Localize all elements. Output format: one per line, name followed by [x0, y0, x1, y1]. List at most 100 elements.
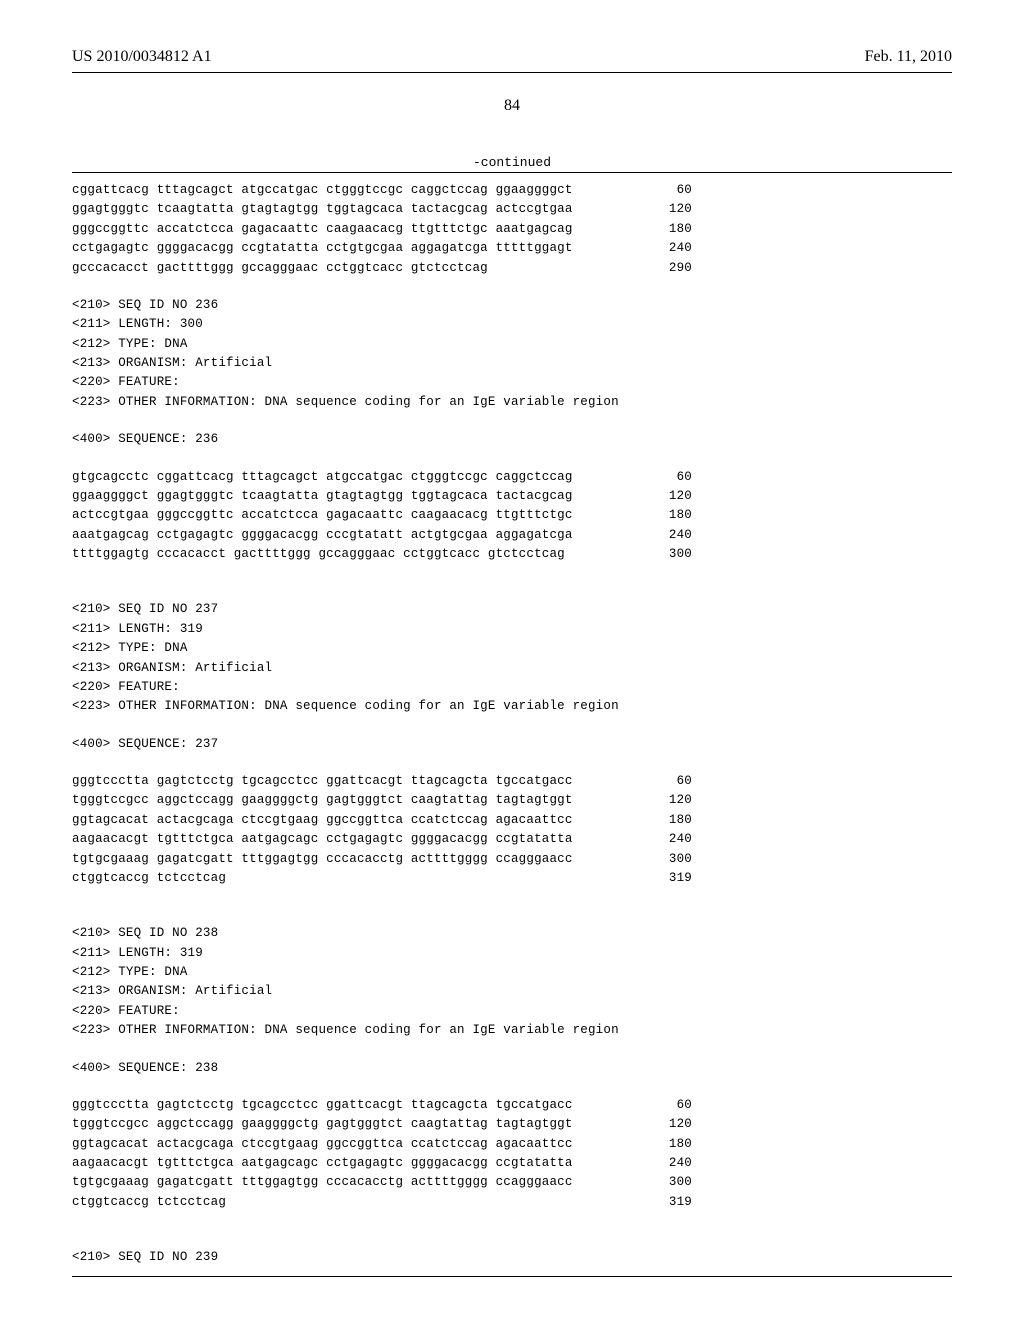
sequence-meta-line: <212> TYPE: DNA: [72, 639, 952, 658]
sequence-meta-line: <210> SEQ ID NO 237: [72, 600, 952, 619]
sequence-meta-line: <211> LENGTH: 300: [72, 315, 952, 334]
sequence-line: actccgtgaa gggccggttc accatctcca gagacaa…: [72, 506, 692, 525]
sequence-meta-line: <223> OTHER INFORMATION: DNA sequence co…: [72, 697, 952, 716]
sequence-position: 180: [645, 220, 692, 239]
sequence-text: gtgcagcctc cggattcacg tttagcagct atgccat…: [72, 468, 573, 487]
section-gap: [72, 450, 952, 468]
sequence-meta-line: <223> OTHER INFORMATION: DNA sequence co…: [72, 1021, 952, 1040]
patent-page: US 2010/0034812 A1 Feb. 11, 2010 84 -con…: [0, 0, 1024, 1317]
sequence-meta-line: <212> TYPE: DNA: [72, 335, 952, 354]
sequence-text: gggccggttc accatctcca gagacaattc caagaac…: [72, 220, 573, 239]
sequence-listing: cggattcacg tttagcagct atgccatgac ctgggtc…: [72, 172, 952, 1277]
section-gap: [72, 1212, 952, 1230]
sequence-position: 60: [653, 468, 692, 487]
page-number: 84: [72, 97, 952, 115]
sequence-position: 300: [645, 1173, 692, 1192]
section-gap: [72, 717, 952, 735]
sequence-position: 240: [645, 1154, 692, 1173]
section-gap: [72, 1230, 952, 1248]
sequence-position: 120: [645, 791, 692, 810]
sequence-text: tgtgcgaaag gagatcgatt tttggagtgg cccacac…: [72, 850, 573, 869]
sequence-position: 60: [653, 772, 692, 791]
sequence-line: ggtagcacat actacgcaga ctccgtgaag ggccggt…: [72, 811, 692, 830]
page-header: US 2010/0034812 A1 Feb. 11, 2010: [72, 48, 952, 66]
sequence-meta-line: <211> LENGTH: 319: [72, 620, 952, 639]
section-gap: [72, 278, 952, 296]
sequence-text: cggattcacg tttagcagct atgccatgac ctgggtc…: [72, 181, 573, 200]
sequence-position: 319: [645, 1193, 692, 1212]
sequence-line: tgtgcgaaag gagatcgatt tttggagtgg cccacac…: [72, 1173, 692, 1192]
sequence-text: ttttggagtg cccacacct gacttttggg gccaggga…: [72, 545, 565, 564]
sequence-line: gcccacacct gacttttggg gccagggaac cctggtc…: [72, 259, 692, 278]
sequence-text: gcccacacct gacttttggg gccagggaac cctggtc…: [72, 259, 488, 278]
sequence-position: 120: [645, 1115, 692, 1134]
sequence-text: cctgagagtc ggggacacgg ccgtatatta cctgtgc…: [72, 239, 573, 258]
sequence-position: 180: [645, 811, 692, 830]
sequence-position: 120: [645, 487, 692, 506]
sequence-text: aaatgagcag cctgagagtc ggggacacgg cccgtat…: [72, 526, 573, 545]
sequence-line: tgggtccgcc aggctccagg gaaggggctg gagtggg…: [72, 791, 692, 810]
sequence-text: tgggtccgcc aggctccagg gaaggggctg gagtggg…: [72, 1115, 573, 1134]
sequence-line: ctggtcaccg tctcctcag 319: [72, 1193, 692, 1212]
section-gap: [72, 564, 952, 582]
sequence-meta-line: <213> ORGANISM: Artificial: [72, 982, 952, 1001]
sequence-position: 290: [645, 259, 692, 278]
sequence-position: 300: [645, 545, 692, 564]
section-gap: [72, 412, 952, 430]
sequence-line: cctgagagtc ggggacacgg ccgtatatta cctgtgc…: [72, 239, 692, 258]
sequence-position: 240: [645, 239, 692, 258]
sequence-meta-line: <223> OTHER INFORMATION: DNA sequence co…: [72, 393, 952, 412]
section-gap: [72, 888, 952, 906]
sequence-meta-line: <400> SEQUENCE: 236: [72, 430, 952, 449]
sequence-meta-line: <210> SEQ ID NO 238: [72, 924, 952, 943]
sequence-line: ggagtgggtc tcaagtatta gtagtagtgg tggtagc…: [72, 200, 692, 219]
sequence-meta-line: <400> SEQUENCE: 237: [72, 735, 952, 754]
sequence-line: tgggtccgcc aggctccagg gaaggggctg gagtggg…: [72, 1115, 692, 1134]
sequence-position: 180: [645, 1135, 692, 1154]
sequence-text: ctggtcaccg tctcctcag: [72, 1193, 226, 1212]
section-gap: [72, 582, 952, 600]
sequence-text: aagaacacgt tgtttctgca aatgagcagc cctgaga…: [72, 830, 573, 849]
sequence-text: tgtgcgaaag gagatcgatt tttggagtgg cccacac…: [72, 1173, 573, 1192]
sequence-meta-line: <220> FEATURE:: [72, 1002, 952, 1021]
sequence-line: aaatgagcag cctgagagtc ggggacacgg cccgtat…: [72, 526, 692, 545]
section-gap: [72, 1041, 952, 1059]
sequence-position: 60: [653, 1096, 692, 1115]
sequence-position: 120: [645, 200, 692, 219]
sequence-text: gggtccctta gagtctcctg tgcagcctcc ggattca…: [72, 772, 573, 791]
section-gap: [72, 906, 952, 924]
sequence-line: tgtgcgaaag gagatcgatt tttggagtgg cccacac…: [72, 850, 692, 869]
sequence-line: ttttggagtg cccacacct gacttttggg gccaggga…: [72, 545, 692, 564]
sequence-text: gggtccctta gagtctcctg tgcagcctcc ggattca…: [72, 1096, 573, 1115]
sequence-meta-line: <213> ORGANISM: Artificial: [72, 659, 952, 678]
sequence-text: ggagtgggtc tcaagtatta gtagtagtgg tggtagc…: [72, 200, 573, 219]
sequence-meta-line: <210> SEQ ID NO 236: [72, 296, 952, 315]
sequence-text: ctggtcaccg tctcctcag: [72, 869, 226, 888]
sequence-line: gggtccctta gagtctcctg tgcagcctcc ggattca…: [72, 772, 692, 791]
sequence-position: 180: [645, 506, 692, 525]
sequence-line: ctggtcaccg tctcctcag 319: [72, 869, 692, 888]
sequence-meta-line: <210> SEQ ID NO 239: [72, 1248, 952, 1267]
publication-number: US 2010/0034812 A1: [72, 48, 212, 66]
sequence-line: ggaaggggct ggagtgggtc tcaagtatta gtagtag…: [72, 487, 692, 506]
sequence-meta-line: <211> LENGTH: 319: [72, 944, 952, 963]
sequence-position: 60: [653, 181, 692, 200]
sequence-meta-line: <220> FEATURE:: [72, 373, 952, 392]
sequence-position: 319: [645, 869, 692, 888]
sequence-text: tgggtccgcc aggctccagg gaaggggctg gagtggg…: [72, 791, 573, 810]
sequence-position: 240: [645, 830, 692, 849]
section-gap: [72, 754, 952, 772]
sequence-meta-line: <212> TYPE: DNA: [72, 963, 952, 982]
sequence-line: ggtagcacat actacgcaga ctccgtgaag ggccggt…: [72, 1135, 692, 1154]
sequence-text: ggaaggggct ggagtgggtc tcaagtatta gtagtag…: [72, 487, 573, 506]
sequence-line: gtgcagcctc cggattcacg tttagcagct atgccat…: [72, 468, 692, 487]
sequence-text: ggtagcacat actacgcaga ctccgtgaag ggccggt…: [72, 1135, 573, 1154]
sequence-line: gggtccctta gagtctcctg tgcagcctcc ggattca…: [72, 1096, 692, 1115]
sequence-meta-line: <220> FEATURE:: [72, 678, 952, 697]
sequence-line: gggccggttc accatctcca gagacaattc caagaac…: [72, 220, 692, 239]
sequence-position: 300: [645, 850, 692, 869]
sequence-line: aagaacacgt tgtttctgca aatgagcagc cctgaga…: [72, 830, 692, 849]
publication-date: Feb. 11, 2010: [865, 48, 952, 66]
sequence-text: actccgtgaa gggccggttc accatctcca gagacaa…: [72, 506, 573, 525]
sequence-position: 240: [645, 526, 692, 545]
